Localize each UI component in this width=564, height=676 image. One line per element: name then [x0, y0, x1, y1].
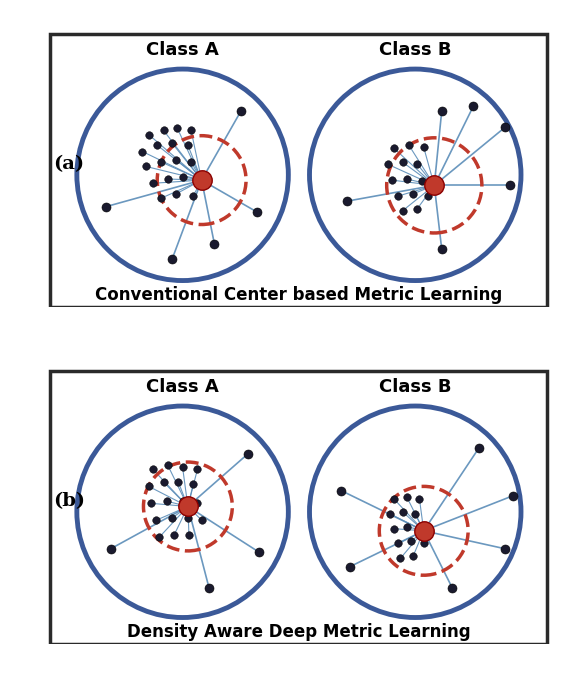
Text: Density Aware Deep Metric Learning: Density Aware Deep Metric Learning: [127, 623, 471, 641]
Text: Conventional Center based Metric Learning: Conventional Center based Metric Learnin…: [95, 286, 503, 304]
Text: Class A: Class A: [146, 41, 219, 59]
Text: Class B: Class B: [379, 378, 452, 396]
FancyBboxPatch shape: [50, 371, 548, 644]
Text: Class B: Class B: [379, 41, 452, 59]
Text: Class A: Class A: [146, 378, 219, 396]
Text: (a): (a): [54, 155, 85, 173]
FancyBboxPatch shape: [50, 34, 548, 307]
Text: (b): (b): [54, 492, 86, 510]
